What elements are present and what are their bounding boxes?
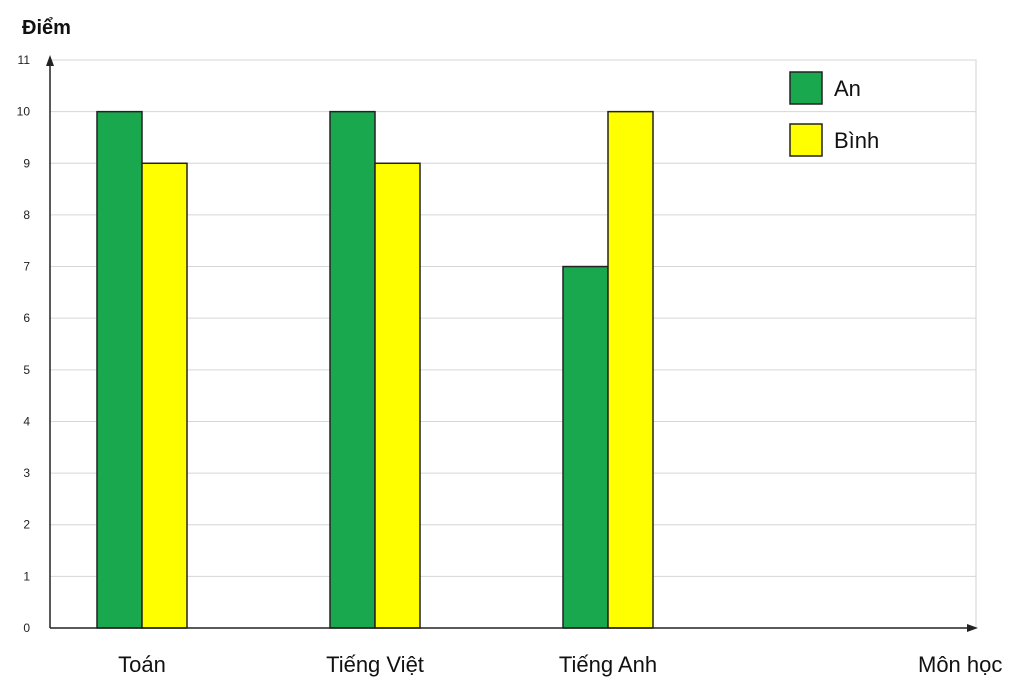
- y-tick-label: 8: [23, 208, 30, 222]
- x-axis-arrow: [967, 624, 978, 632]
- y-tick-label: 11: [18, 53, 31, 67]
- legend-swatch: [789, 71, 823, 105]
- grid-lines: [50, 59, 976, 577]
- y-tick-labels: 0 1 2 3 4 5 6 7 8 9 10 11: [17, 53, 31, 635]
- legend-swatch: [789, 123, 823, 157]
- y-tick-label: 0: [23, 621, 30, 635]
- y-axis-label: Điểm: [22, 17, 71, 39]
- y-tick-label: 6: [23, 311, 30, 325]
- y-tick-label: 7: [23, 260, 30, 274]
- category-labels: Toán Tiếng Việt Tiếng Anh: [118, 652, 657, 677]
- y-tick-label: 10: [17, 105, 31, 119]
- bar-bình: [374, 162, 421, 629]
- category-label: Toán: [118, 652, 166, 677]
- category-label: Tiếng Anh: [559, 652, 657, 677]
- y-axis-arrow: [46, 55, 54, 66]
- legend-label: An: [834, 76, 861, 101]
- bar-bình: [607, 110, 654, 629]
- bar-bình: [141, 162, 188, 629]
- category-label: Tiếng Việt: [326, 652, 424, 677]
- y-tick-label: 2: [23, 518, 30, 532]
- y-tick-label: 5: [23, 363, 30, 377]
- bars: [96, 110, 654, 629]
- bar-an: [96, 110, 143, 629]
- y-tick-label: 9: [23, 156, 30, 170]
- legend-label: Bình: [834, 128, 879, 153]
- x-axis-label: Môn học: [918, 652, 1002, 677]
- y-tick-label: 3: [23, 466, 30, 480]
- bar-an: [562, 265, 609, 629]
- y-tick-label: 1: [23, 569, 30, 583]
- bar-an: [329, 110, 376, 629]
- legend: An Bình: [789, 71, 879, 157]
- y-tick-label: 4: [23, 414, 30, 428]
